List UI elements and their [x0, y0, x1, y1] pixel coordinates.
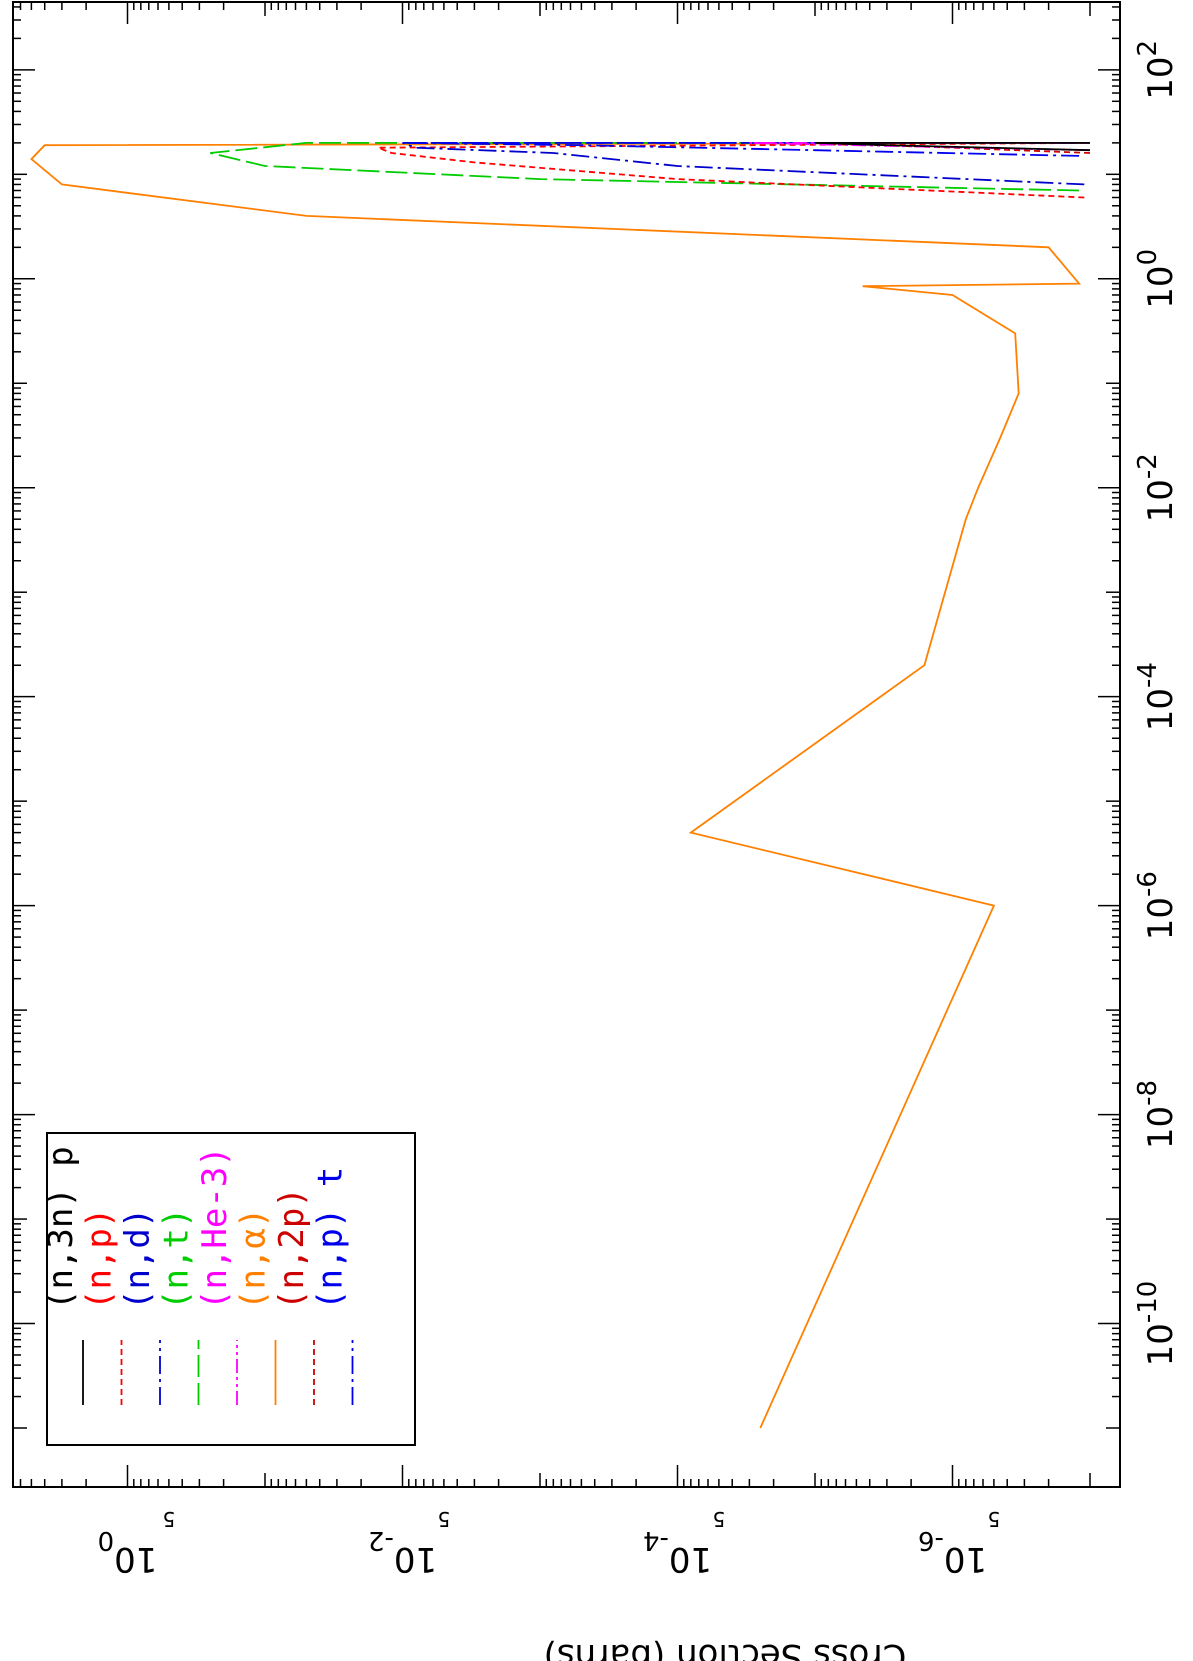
x-tick-label: 102	[1133, 40, 1181, 100]
axis-ticks	[13, 2, 1120, 1487]
legend-label: (n,α)	[234, 1208, 274, 1310]
y-tick-label-text: 10-4	[643, 1525, 712, 1579]
x-tick-label: 10-6	[1133, 871, 1181, 940]
series-line	[377, 142, 1091, 199]
x-tick-label-text: 10-2	[1133, 453, 1181, 522]
y-tick-label-text: 100	[98, 1525, 158, 1579]
y-minor-tick-label: 5	[163, 1507, 176, 1531]
plot-frame	[12, 1, 1121, 1488]
y-minor-tick-label: 5	[438, 1507, 451, 1531]
legend-label: (n,t)	[157, 1208, 197, 1310]
x-tick-label: 10-10	[1133, 1281, 1181, 1367]
legend: (n,3n) p(n,p)(n,d)(n,t)(n,He-3)(n,α)(n,2…	[41, 1132, 416, 1446]
legend-label: (n,He-3)	[195, 1146, 235, 1310]
y-tick-label: 100	[98, 1525, 158, 1579]
series-line	[402, 141, 1090, 157]
y-minor-tick-label: 5	[713, 1507, 726, 1531]
legend-label: (n,2p)	[272, 1187, 312, 1310]
y-tick-label: 10-6	[918, 1525, 987, 1579]
x-tick-label-text: 10-4	[1133, 662, 1181, 731]
y-tick-label: 10-4	[643, 1525, 712, 1579]
x-tick-label: 10-4	[1133, 662, 1181, 731]
legend-label: (n,p) t	[311, 1167, 351, 1310]
x-tick-label-text: 10-6	[1133, 871, 1181, 940]
series-line	[30, 141, 1091, 1429]
x-tick-label: 100	[1133, 249, 1181, 309]
x-tick-label-text: 10-10	[1133, 1281, 1181, 1367]
legend-box	[46, 1132, 416, 1446]
x-tick-label-text: 10-8	[1133, 1080, 1181, 1149]
legend-label: (n,3n) p	[41, 1146, 81, 1310]
series-line	[814, 141, 1091, 152]
series-line	[210, 141, 1090, 192]
y-tick-label-text: 10-2	[368, 1525, 437, 1579]
x-tick-label: 10-8	[1133, 1080, 1181, 1149]
y-tick-label-text: 10-6	[918, 1525, 987, 1579]
x-tick-label-text: 100	[1133, 249, 1181, 309]
x-tick-label: 10-2	[1133, 453, 1181, 522]
legend-label: (n,d)	[118, 1208, 158, 1310]
x-tick-label-text: 102	[1133, 40, 1181, 100]
y-minor-tick-label: 5	[988, 1507, 1001, 1531]
y-axis-label: Cross Section (barns)	[544, 1636, 907, 1661]
legend-label: (n,p)	[80, 1208, 120, 1310]
axis-tick-labels: 10-10 10-8 10-6 10-4 10-2 100 102 100 10-2 10-4 10…	[98, 40, 1181, 1579]
y-tick-label: 10-2	[368, 1525, 437, 1579]
series-layer	[30, 141, 1091, 1429]
